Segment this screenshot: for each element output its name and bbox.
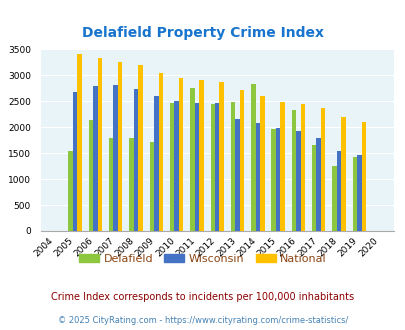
Bar — [129, 138, 134, 231]
Bar — [300, 104, 305, 231]
Bar — [158, 73, 162, 231]
Bar — [149, 142, 154, 231]
Bar — [230, 102, 235, 231]
Text: © 2025 CityRating.com - https://www.cityrating.com/crime-statistics/: © 2025 CityRating.com - https://www.city… — [58, 316, 347, 325]
Bar — [154, 96, 158, 231]
Bar — [68, 150, 73, 231]
Bar — [88, 119, 93, 231]
Bar — [260, 96, 264, 231]
Bar — [235, 119, 239, 231]
Bar — [174, 101, 178, 231]
Bar — [255, 123, 260, 231]
Bar — [210, 105, 215, 231]
Bar — [77, 54, 81, 231]
Bar — [296, 131, 300, 231]
Bar — [178, 78, 183, 231]
Text: Crime Index corresponds to incidents per 100,000 inhabitants: Crime Index corresponds to incidents per… — [51, 292, 354, 302]
Bar — [118, 62, 122, 231]
Text: Delafield Property Crime Index: Delafield Property Crime Index — [82, 26, 323, 40]
Bar — [311, 146, 316, 231]
Bar — [250, 84, 255, 231]
Bar — [279, 102, 284, 231]
Bar — [356, 155, 361, 231]
Bar — [352, 157, 356, 231]
Bar — [98, 58, 102, 231]
Bar — [199, 80, 203, 231]
Bar — [109, 138, 113, 231]
Bar — [271, 129, 275, 231]
Bar — [341, 117, 345, 231]
Bar — [93, 86, 97, 231]
Legend: Delafield, Wisconsin, National: Delafield, Wisconsin, National — [75, 249, 330, 268]
Bar — [336, 151, 341, 231]
Bar — [239, 90, 244, 231]
Bar — [316, 138, 320, 231]
Bar — [170, 103, 174, 231]
Bar — [134, 89, 138, 231]
Bar — [219, 82, 224, 231]
Bar — [275, 128, 279, 231]
Bar — [194, 103, 199, 231]
Bar — [190, 88, 194, 231]
Bar — [361, 121, 365, 231]
Bar — [291, 110, 296, 231]
Bar — [332, 166, 336, 231]
Bar — [215, 103, 219, 231]
Bar — [320, 108, 325, 231]
Bar — [138, 65, 142, 231]
Bar — [73, 92, 77, 231]
Bar — [113, 85, 118, 231]
